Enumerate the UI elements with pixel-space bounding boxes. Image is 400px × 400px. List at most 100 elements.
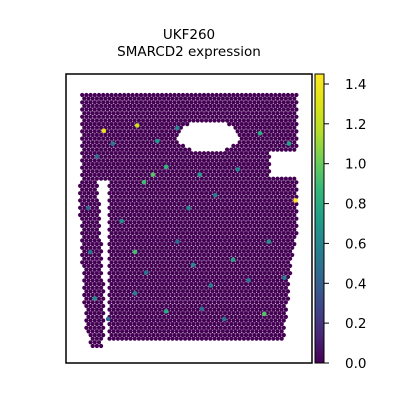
tissue-spot [185, 252, 190, 258]
tissue-spot [269, 136, 274, 141]
tissue-spot [178, 191, 183, 196]
tissue-spot [138, 136, 144, 141]
tissue-spot [248, 136, 253, 141]
tissue-spot [288, 118, 293, 123]
tissue-spot [96, 252, 102, 258]
tissue-spot [243, 289, 249, 294]
tissue-spot [262, 256, 267, 261]
tissue-spot [294, 180, 299, 185]
tissue-spot [271, 278, 276, 283]
tissue-spot [136, 118, 141, 123]
tissue-spot [246, 96, 251, 101]
tissue-spot [218, 114, 223, 119]
tissue-spot [216, 205, 221, 210]
tissue-spot [111, 249, 116, 254]
tissue-spot [153, 169, 158, 174]
tissue-spot [231, 311, 236, 316]
tissue-spot [204, 329, 209, 334]
tissue-spot [187, 322, 192, 327]
tissue-spot [191, 249, 196, 254]
tissue-spot [258, 205, 263, 210]
tissue-spot [180, 209, 186, 214]
tissue-spot [99, 256, 104, 261]
tissue-spot [231, 296, 236, 301]
tissue-spot [143, 216, 148, 221]
tissue-spot [197, 216, 202, 221]
tissue-spot [122, 107, 127, 112]
tissue-spot [195, 329, 200, 334]
tissue-spot [107, 285, 112, 290]
tissue-spot [155, 231, 160, 236]
tissue-spot [258, 329, 263, 334]
tissue-spot [264, 245, 270, 250]
tissue-spot [271, 212, 276, 218]
tissue-spot [92, 333, 97, 338]
tissue-spot [151, 238, 156, 243]
tissue-spot [216, 242, 221, 247]
tissue-spot [235, 267, 240, 272]
tissue-spot [136, 183, 141, 188]
tissue-spot [189, 333, 194, 338]
tissue-spot [122, 289, 127, 294]
tissue-spot [94, 205, 99, 210]
tissue-spot [229, 292, 234, 298]
tissue-spot [84, 114, 89, 119]
tissue-spot [279, 242, 284, 247]
tissue-spot [111, 322, 116, 327]
tissue-spot [174, 300, 179, 305]
tissue-spot [279, 249, 284, 254]
tissue-spot [109, 223, 114, 228]
tissue-spot [166, 103, 171, 108]
tissue-spot [155, 172, 160, 178]
colorbar-tick-label: 1.2 [345, 117, 366, 133]
tissue-spot [134, 296, 139, 301]
tissue-spot [199, 118, 204, 123]
tissue-spot [84, 202, 89, 207]
tissue-spot [111, 314, 116, 319]
tissue-spot [178, 162, 183, 167]
tissue-spot [155, 274, 160, 279]
tissue-spot [256, 158, 261, 163]
tissue-spot [220, 242, 225, 247]
tissue-spot [189, 245, 194, 250]
tissue-spot [260, 318, 265, 323]
tissue-spot [88, 136, 93, 141]
tissue-spot [218, 289, 223, 294]
tissue-spot [180, 231, 186, 236]
tissue-spot [86, 162, 91, 167]
tissue-spot [130, 267, 135, 272]
tissue-spot [256, 231, 261, 236]
tissue-spot [172, 172, 177, 178]
tissue-spot [99, 263, 104, 268]
tissue-spot [141, 212, 146, 218]
tissue-spot [292, 191, 297, 196]
tissue-spot [86, 329, 91, 334]
tissue-spot [210, 216, 215, 221]
tissue-spot [94, 125, 99, 130]
tissue-spot [162, 227, 167, 232]
tissue-spot [250, 140, 255, 145]
tissue-spot [185, 245, 190, 250]
tissue-spot [159, 92, 165, 98]
tissue-spot [101, 107, 106, 112]
tissue-spot [283, 271, 288, 276]
tissue-spot [120, 96, 125, 101]
tissue-spot [84, 216, 89, 221]
tissue-spot [269, 296, 274, 301]
tissue-spot [149, 162, 154, 167]
tissue-spot [122, 318, 127, 323]
tissue-spot [138, 194, 144, 199]
tissue-spot [155, 311, 160, 316]
tissue-spot [275, 176, 280, 181]
tissue-spot [180, 114, 186, 119]
tissue-spot [250, 96, 255, 101]
tissue-spot [269, 216, 274, 221]
tissue-spot [124, 125, 129, 130]
tissue-spot [130, 202, 135, 207]
tissue-spot [153, 271, 158, 276]
tissue-spot [111, 154, 116, 159]
tissue-spot [206, 303, 211, 309]
tissue-spot [120, 234, 125, 239]
tissue-spot [113, 122, 118, 127]
tissue-spot [172, 223, 177, 228]
